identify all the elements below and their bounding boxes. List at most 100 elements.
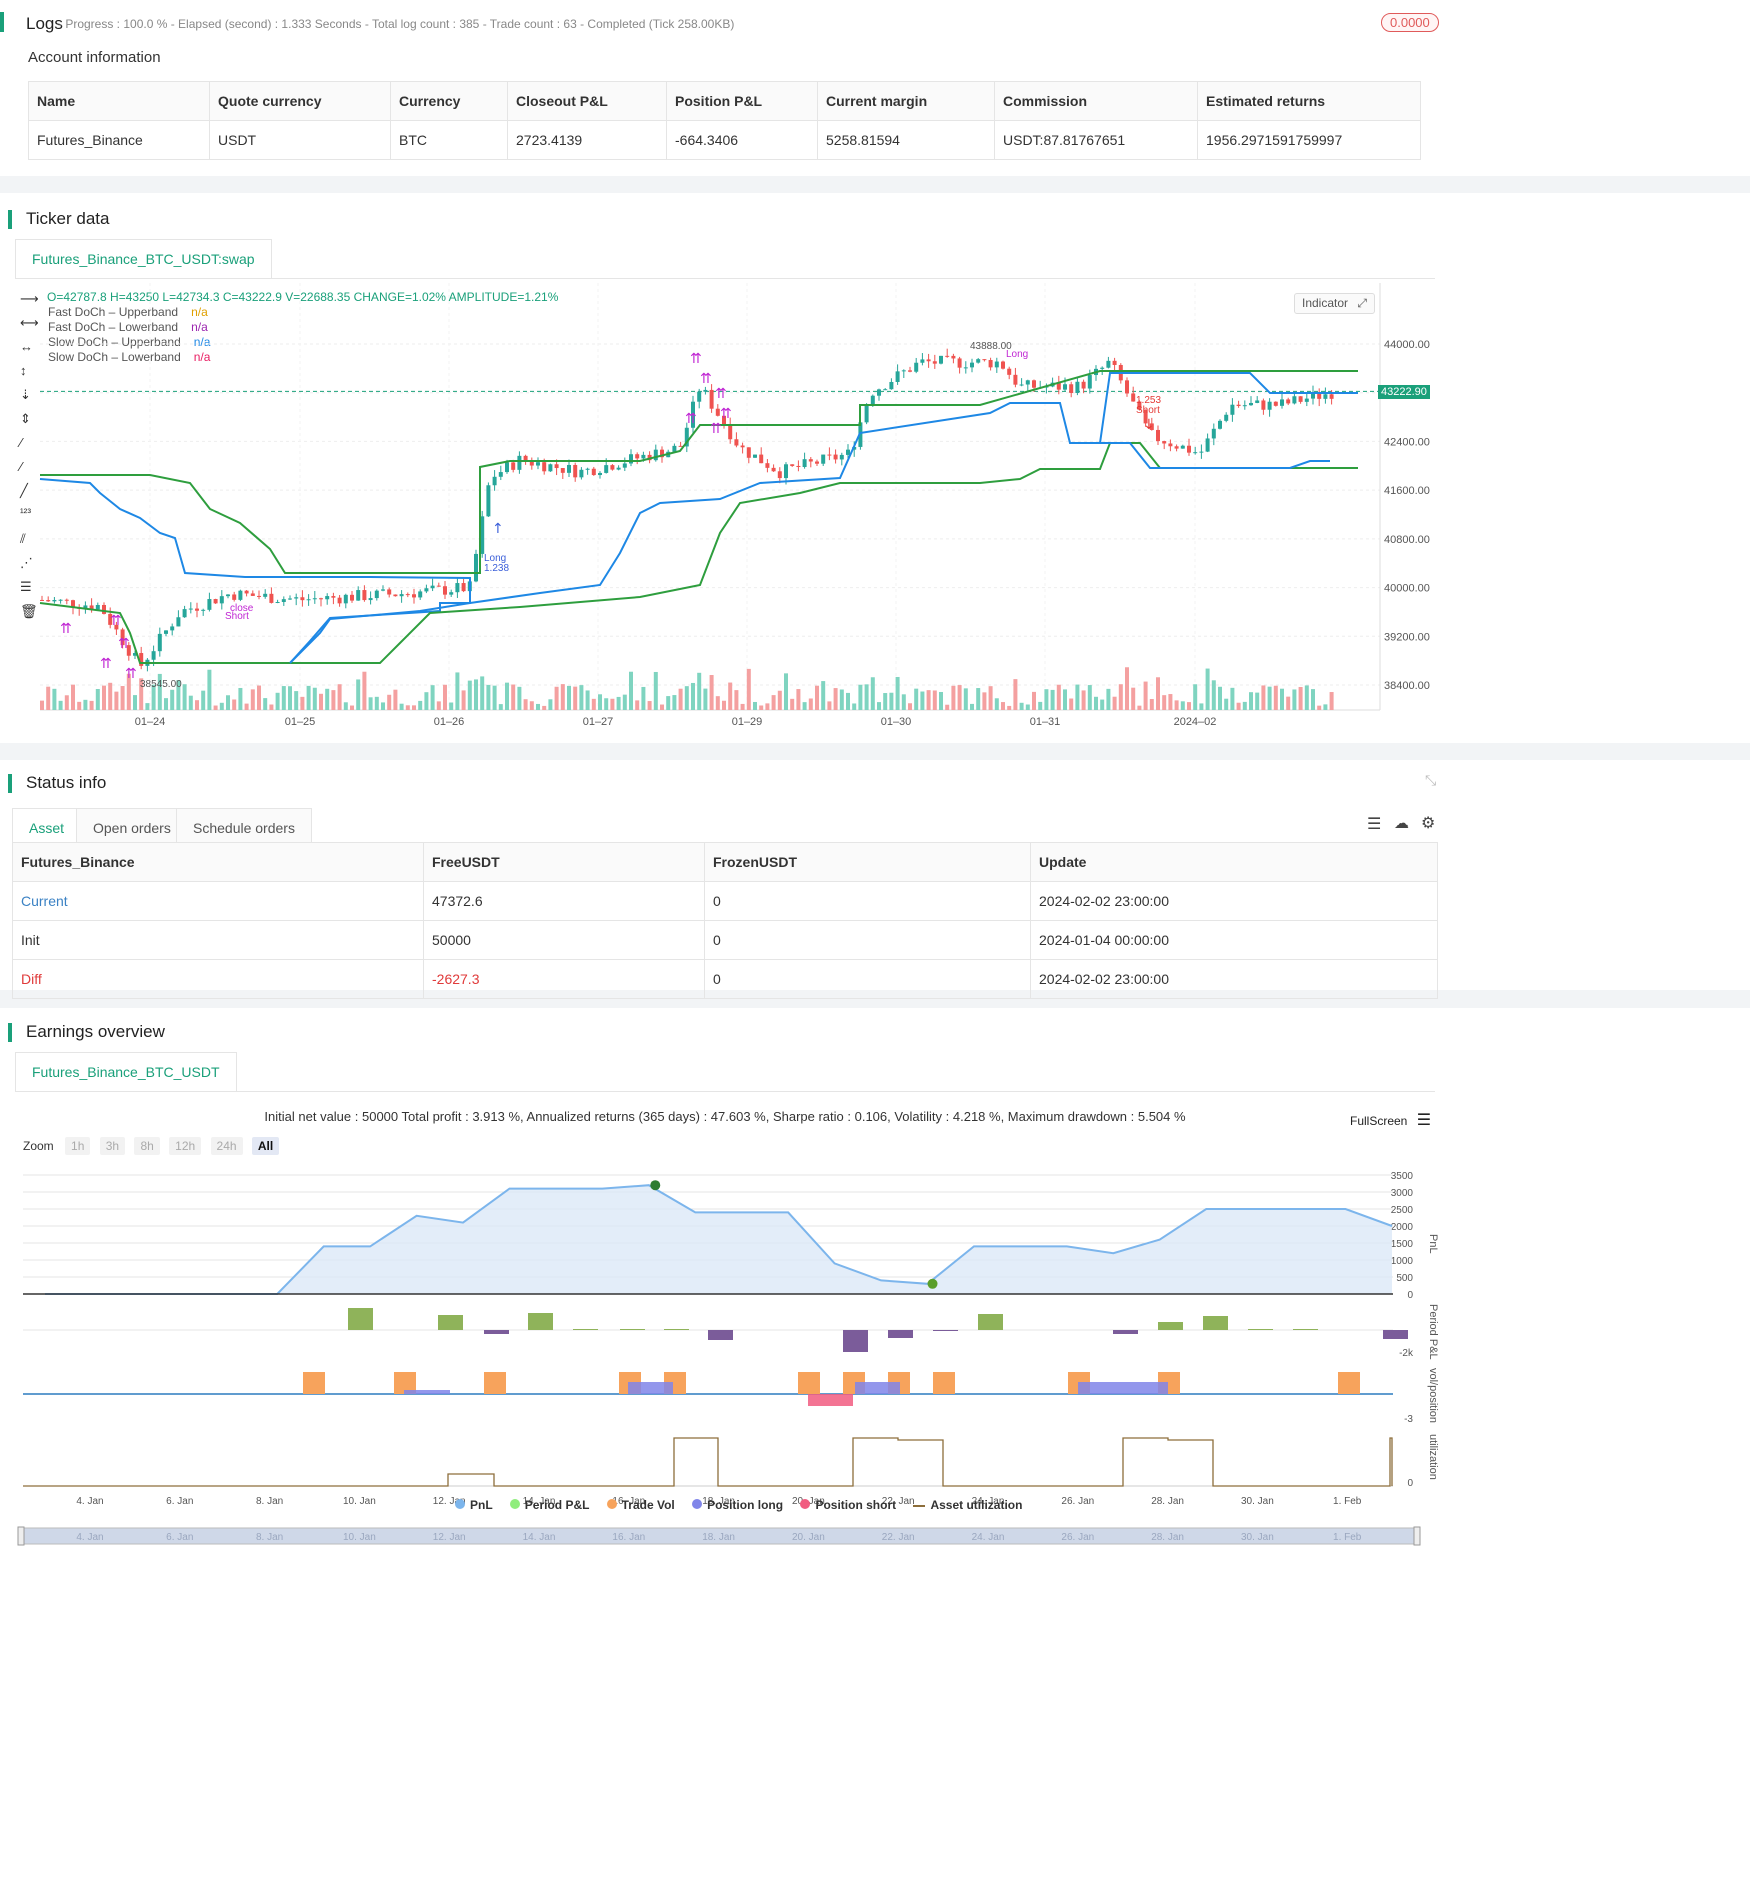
indicator-button[interactable]: Indicator ⤢ bbox=[1294, 293, 1375, 314]
volume-bar bbox=[139, 678, 144, 710]
volume-bar bbox=[399, 703, 404, 710]
logs-badge[interactable]: 0.0000 bbox=[1381, 13, 1439, 32]
volume-bar bbox=[1149, 699, 1154, 710]
fib-icon[interactable]: ⋰ bbox=[20, 555, 33, 570]
collapse-icon[interactable]: ⤡ bbox=[1425, 772, 1437, 788]
tab-open-orders[interactable]: Open orders bbox=[76, 808, 188, 847]
candle-body bbox=[1001, 361, 1005, 369]
ticker-tab[interactable]: Futures_Binance_BTC_USDT:swap bbox=[15, 239, 272, 278]
candle-body bbox=[164, 630, 168, 634]
trade-marker-icon: ⇈ bbox=[118, 636, 130, 652]
volume-bar bbox=[746, 668, 751, 710]
volume-bar bbox=[678, 688, 683, 710]
vertical-ray-icon[interactable]: ⇣ bbox=[20, 387, 31, 402]
account-cell: 1956.2971591759997 bbox=[1197, 120, 1421, 160]
legend-utilization[interactable]: Asset utilization bbox=[913, 1498, 1022, 1512]
price-line-icon[interactable]: ¹²³ bbox=[20, 507, 31, 519]
menu-icon[interactable]: ☰ bbox=[1416, 1112, 1432, 1129]
legend-position-long[interactable]: Position long bbox=[692, 1498, 783, 1512]
zoom-8h[interactable]: 8h bbox=[134, 1137, 160, 1155]
zoom-1h[interactable]: 1h bbox=[65, 1137, 91, 1155]
volume-bar bbox=[83, 699, 88, 710]
asset-cell: 2024-02-02 23:00:00 bbox=[1030, 959, 1438, 999]
legend-pnl[interactable]: PnL bbox=[455, 1498, 492, 1512]
volume-bar bbox=[176, 680, 181, 710]
volume-bar bbox=[1292, 689, 1297, 710]
candlestick-chart[interactable]: 44000.0043200.0042400.0041600.0040800.00… bbox=[0, 193, 1750, 743]
horizontal-ray-icon[interactable]: ⟷ bbox=[20, 315, 39, 330]
parallel-channel-icon[interactable]: ⫽ bbox=[20, 531, 26, 546]
trade-marker-icon: ⇈ bbox=[685, 411, 697, 427]
candle-body bbox=[1298, 396, 1303, 402]
candle-body bbox=[387, 589, 392, 595]
candle-body bbox=[114, 624, 119, 630]
segment-icon[interactable]: ╱ bbox=[20, 483, 28, 498]
account-cell: -664.3406 bbox=[666, 120, 818, 160]
ray-icon[interactable]: ∕ bbox=[20, 459, 23, 474]
asset-cell[interactable]: Current bbox=[12, 881, 424, 921]
legend-trade-vol[interactable]: Trade Vol bbox=[606, 1498, 675, 1512]
navigator-tick: 14. Jan bbox=[523, 1532, 556, 1543]
candle-body bbox=[691, 401, 695, 428]
legend-position-short[interactable]: Position short bbox=[800, 1498, 896, 1512]
zoom-24h[interactable]: 24h bbox=[210, 1137, 243, 1155]
legend-label: Position short bbox=[815, 1498, 897, 1512]
volume-bar bbox=[95, 688, 100, 710]
zoom-12h[interactable]: 12h bbox=[169, 1137, 202, 1155]
candle-body bbox=[722, 415, 726, 425]
settings-icon[interactable]: ⚙ bbox=[1421, 815, 1436, 832]
rect-icon[interactable]: ☰ bbox=[20, 579, 32, 594]
ticker-title: Ticker data bbox=[7, 209, 110, 229]
candle-body bbox=[486, 485, 491, 517]
candle-body bbox=[610, 465, 615, 470]
expand-icon[interactable]: ⤢ bbox=[1357, 296, 1367, 310]
extended-line-icon[interactable]: ↔ bbox=[20, 339, 33, 354]
candle-body bbox=[1242, 405, 1247, 407]
zoom-3h[interactable]: 3h bbox=[99, 1137, 126, 1155]
candle-body bbox=[1019, 384, 1024, 386]
list-icon[interactable]: ☰ bbox=[1367, 816, 1382, 833]
navigator-tick: 22. Jan bbox=[882, 1532, 915, 1543]
earnings-chart[interactable]: 3500 3000 2500 2000 1500 1000 500 0 PnL -2k Period… bbox=[0, 1008, 1750, 1891]
delete-icon[interactable]: 🗑 bbox=[20, 603, 38, 619]
candle-body bbox=[1180, 445, 1185, 449]
date-tick: 01–26 bbox=[434, 716, 465, 728]
account-cell: USDT bbox=[209, 120, 391, 160]
date-tick: 16. Jan bbox=[612, 1496, 645, 1507]
volume-bar bbox=[133, 695, 137, 710]
zoom-all[interactable]: All bbox=[251, 1137, 280, 1155]
candle-body bbox=[424, 588, 429, 592]
tab-schedule-orders[interactable]: Schedule orders bbox=[176, 808, 312, 847]
volume-bar bbox=[1131, 687, 1136, 710]
zoom-label: Zoom bbox=[23, 1139, 54, 1153]
volume-bar bbox=[244, 703, 249, 710]
dot-icon bbox=[692, 1499, 703, 1509]
volume-bar bbox=[914, 688, 919, 710]
volume-bar bbox=[1261, 685, 1266, 710]
tab-asset[interactable]: Asset bbox=[12, 808, 82, 847]
candle-body bbox=[250, 593, 255, 596]
account-cell: USDT:87.81767651 bbox=[994, 120, 1198, 160]
zoom-bar: Zoom 1h 3h 8h 12h 24h All bbox=[23, 1137, 285, 1155]
earnings-tab[interactable]: Futures_Binance_BTC_USDT bbox=[15, 1052, 237, 1091]
vertical-line-icon[interactable]: ↕ bbox=[20, 363, 27, 378]
dot-icon bbox=[800, 1499, 811, 1509]
candle-body bbox=[1131, 393, 1136, 402]
download-icon[interactable]: ☁ bbox=[1394, 815, 1409, 832]
legend-period[interactable]: Period P&L bbox=[509, 1498, 589, 1512]
horizontal-line-icon[interactable]: ⟶ bbox=[20, 291, 39, 306]
trend-line-icon[interactable]: ⁄ bbox=[20, 435, 23, 450]
account-header-row: Name Quote currency Currency Closeout P&… bbox=[28, 81, 1421, 121]
volume-bar bbox=[449, 702, 454, 710]
account-col: Commission bbox=[994, 81, 1198, 121]
asset-cell: 50000 bbox=[423, 920, 705, 960]
volume-bar bbox=[554, 686, 559, 710]
candle-body bbox=[1193, 452, 1198, 454]
trade-label: Short bbox=[1136, 405, 1160, 416]
fullscreen-button[interactable]: FullScreen ☰ bbox=[1350, 1110, 1431, 1130]
candle-body bbox=[1236, 404, 1241, 407]
volume-bar bbox=[64, 695, 69, 710]
volume-bar bbox=[963, 688, 968, 710]
vertical-segment-icon[interactable]: ⇕ bbox=[20, 411, 31, 426]
date-tick: 14. Jan bbox=[523, 1496, 556, 1507]
